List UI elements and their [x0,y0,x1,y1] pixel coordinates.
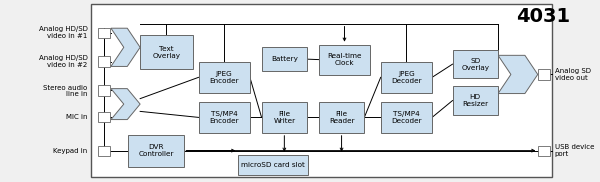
FancyBboxPatch shape [98,28,110,38]
FancyBboxPatch shape [319,102,364,133]
Text: TS/MP4
Encoder: TS/MP4 Encoder [209,111,239,124]
Polygon shape [111,89,140,120]
Text: SD
Overlay: SD Overlay [461,58,489,71]
FancyBboxPatch shape [262,102,307,133]
Polygon shape [111,28,140,66]
Text: JPEG
Decoder: JPEG Decoder [391,71,422,84]
Text: JPEG
Encoder: JPEG Encoder [209,71,239,84]
FancyBboxPatch shape [538,146,550,156]
Text: Battery: Battery [271,56,298,62]
Text: TS/MP4
Decoder: TS/MP4 Decoder [391,111,422,124]
Text: DVR
Controller: DVR Controller [139,144,174,157]
Text: Text
Overlay: Text Overlay [152,46,181,59]
Text: HD
Resizer: HD Resizer [462,94,488,107]
FancyBboxPatch shape [98,56,110,67]
Text: Analog HD/SD
video in #1: Analog HD/SD video in #1 [39,26,88,39]
FancyBboxPatch shape [128,135,184,167]
FancyBboxPatch shape [452,50,498,78]
FancyBboxPatch shape [262,47,307,71]
Text: 4031: 4031 [516,7,570,26]
FancyBboxPatch shape [452,86,498,115]
FancyBboxPatch shape [98,112,110,122]
Text: MIC in: MIC in [66,114,88,120]
Text: File
Writer: File Writer [273,111,295,124]
FancyBboxPatch shape [91,4,552,177]
Text: Real-time
Clock: Real-time Clock [327,53,362,66]
Text: Analog HD/SD
video in #2: Analog HD/SD video in #2 [39,55,88,68]
Polygon shape [498,55,538,94]
Text: Analog SD
video out: Analog SD video out [554,68,590,81]
FancyBboxPatch shape [98,146,110,156]
FancyBboxPatch shape [380,102,432,133]
FancyBboxPatch shape [199,62,250,93]
FancyBboxPatch shape [199,102,250,133]
Text: USB device
port: USB device port [554,144,594,157]
Text: Stereo audio
line in: Stereo audio line in [43,84,88,98]
Text: Keypad in: Keypad in [53,148,88,154]
FancyBboxPatch shape [238,155,308,175]
Text: microSD card slot: microSD card slot [241,162,305,168]
FancyBboxPatch shape [98,85,110,96]
FancyBboxPatch shape [380,62,432,93]
Text: File
Reader: File Reader [329,111,355,124]
FancyBboxPatch shape [319,45,370,75]
FancyBboxPatch shape [140,35,193,69]
FancyBboxPatch shape [538,69,550,80]
